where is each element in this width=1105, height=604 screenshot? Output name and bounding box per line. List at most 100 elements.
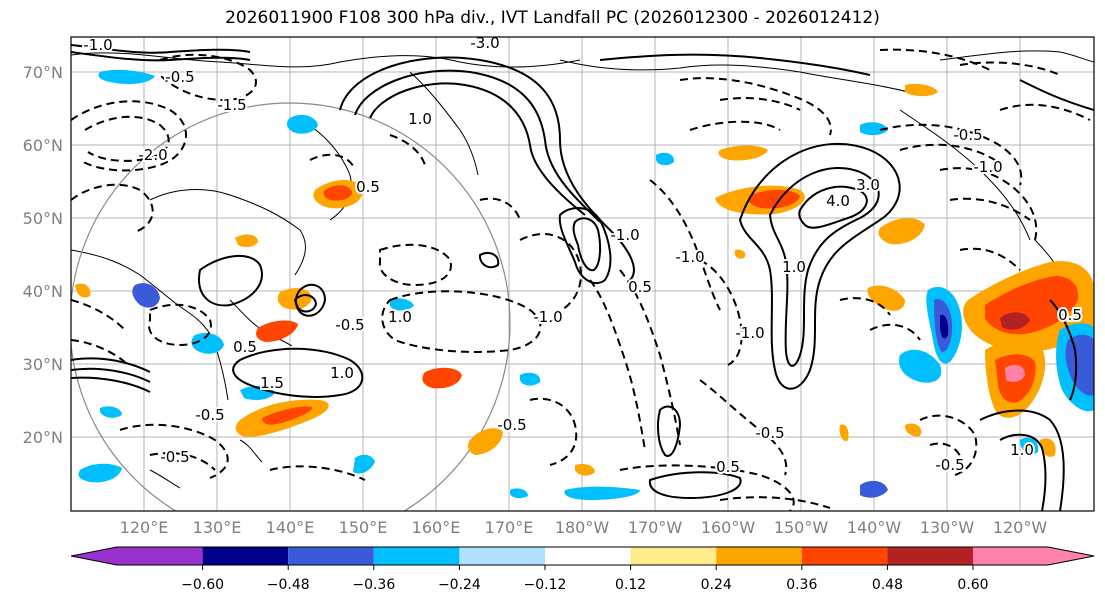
contour-label: 1.5	[260, 374, 284, 392]
lon-label: 150°W	[774, 518, 829, 537]
lon-label: 160°W	[701, 518, 756, 537]
contour-labels: -1.0 -0.5 -2.0 -1.5 -3.0 1.0 0.5 -1.0 0.…	[81, 34, 1084, 478]
colorbar-tick-label: 0.36	[786, 577, 817, 593]
warm-patch	[467, 428, 503, 455]
colorbar-seg-12	[1048, 547, 1094, 565]
range-circle	[71, 102, 511, 511]
colorbar: −0.60 −0.48 −0.36 −0.24 −0.12 0.12 0.24 …	[70, 546, 1095, 593]
map-frame	[70, 36, 1095, 512]
warm-patch-dark	[1000, 312, 1030, 330]
contour-label: -2.0	[138, 146, 167, 164]
colorbar-outline	[70, 546, 1095, 566]
cool-patch	[899, 349, 942, 383]
lon-label: 120°W	[993, 518, 1048, 537]
cool-patch	[191, 333, 224, 354]
colorbar-tick-label: −0.48	[267, 577, 310, 593]
warm-patch	[256, 320, 298, 342]
colorbar-seg-5	[459, 547, 545, 565]
warm-patch-peak	[1005, 364, 1025, 383]
colorbar-seg-3	[288, 547, 374, 565]
contour-label: -0.5	[335, 316, 364, 334]
colorbar-seg-8	[716, 547, 802, 565]
cool-patch	[100, 406, 122, 418]
cool-patch	[860, 122, 888, 136]
cool-patch	[656, 152, 675, 166]
warm-patch	[905, 83, 938, 97]
solid-contours	[71, 44, 1094, 511]
lat-label: 70°N	[23, 63, 63, 82]
colorbar-seg-6	[545, 547, 631, 565]
lon-label: 160°E	[412, 518, 461, 537]
lon-label: 130°W	[920, 518, 975, 537]
warm-patch	[878, 218, 925, 245]
colorbar-seg-4	[373, 547, 460, 565]
contour-label: 0.5	[1058, 306, 1082, 324]
longitude-labels: 120°E 130°E 140°E 150°E 160°E 170°E 180°…	[120, 518, 1048, 537]
lon-label: 180°W	[555, 518, 610, 537]
lat-label: 50°N	[23, 209, 63, 228]
latitude-labels: 70°N 60°N 50°N 40°N 30°N 20°N	[23, 63, 63, 447]
colorbar-seg-10	[887, 547, 973, 565]
cool-patch-core	[1065, 334, 1094, 396]
colorbar-tick-label: 0.12	[615, 577, 646, 593]
contour-label: -1.0	[735, 324, 764, 342]
contour-label: -1.0	[610, 226, 639, 244]
contour-label: -0.5	[497, 416, 526, 434]
colorbar-seg-11	[973, 547, 1048, 565]
lat-label: 20°N	[23, 428, 63, 447]
colorbar-seg-2	[202, 547, 289, 565]
cool-patch	[98, 69, 155, 84]
colorbar-seg-9	[801, 547, 888, 565]
lon-label: 170°W	[628, 518, 683, 537]
warm-patch	[575, 463, 595, 476]
cool-patch	[520, 372, 541, 386]
cool-patch-dark	[940, 314, 949, 339]
contour-label: -1.0	[973, 158, 1002, 176]
warm-patch	[235, 234, 258, 247]
lon-label: 140°E	[266, 518, 315, 537]
cool-patch	[1020, 437, 1039, 455]
cool-patch	[390, 298, 414, 311]
cool-patch	[78, 463, 122, 483]
contour-label: 3.0	[856, 176, 880, 194]
contour-label: -3.0	[470, 34, 499, 52]
colorbar-tick-label: −0.24	[438, 577, 481, 593]
contour-label: 0.5	[356, 178, 380, 196]
colorbar-tick-label: −0.60	[181, 577, 224, 593]
colorbar-seg-0	[71, 547, 117, 565]
cool-patch	[353, 454, 375, 474]
contour-label: -0.5	[953, 126, 982, 144]
contour-label: -0.5	[195, 406, 224, 424]
coastlines	[71, 50, 1094, 489]
contour-label: 0.5	[233, 338, 257, 356]
cool-patch	[240, 385, 275, 401]
contour-label: 0.5	[716, 458, 740, 476]
colorbar-tick-label: 0.24	[701, 577, 732, 593]
contour-label: -1.0	[675, 248, 704, 266]
lat-label: 30°N	[23, 355, 63, 374]
contour-label: 1.0	[782, 258, 806, 276]
map-title: 2026011900 F108 300 hPa div., IVT Landfa…	[225, 8, 880, 28]
lat-label: 40°N	[23, 282, 63, 301]
contour-label: 4.0	[826, 192, 850, 210]
contour-label: 1.0	[330, 364, 354, 382]
contour-label: 1.0	[1010, 441, 1034, 459]
contour-label: 0.5	[628, 278, 652, 296]
warm-patch	[904, 423, 922, 437]
warm-patch	[718, 145, 768, 161]
colorbar-tick-label: 0.48	[872, 577, 903, 593]
warm-patch-core	[323, 185, 352, 201]
colorbar-tick-label: −0.36	[352, 577, 395, 593]
warm-patch	[422, 367, 462, 389]
colorbar-tick-label: −0.12	[524, 577, 567, 593]
lon-label: 170°E	[485, 518, 534, 537]
colorbar-ticks	[202, 565, 974, 570]
lon-label: 130°E	[193, 518, 242, 537]
lat-label: 60°N	[23, 136, 63, 155]
cool-patch	[132, 283, 160, 308]
warm-patch	[839, 424, 849, 442]
colorbar-seg-1	[117, 547, 203, 565]
warm-patch	[867, 285, 905, 311]
contour-label: -0.5	[755, 424, 784, 442]
warm-patch	[75, 283, 91, 298]
